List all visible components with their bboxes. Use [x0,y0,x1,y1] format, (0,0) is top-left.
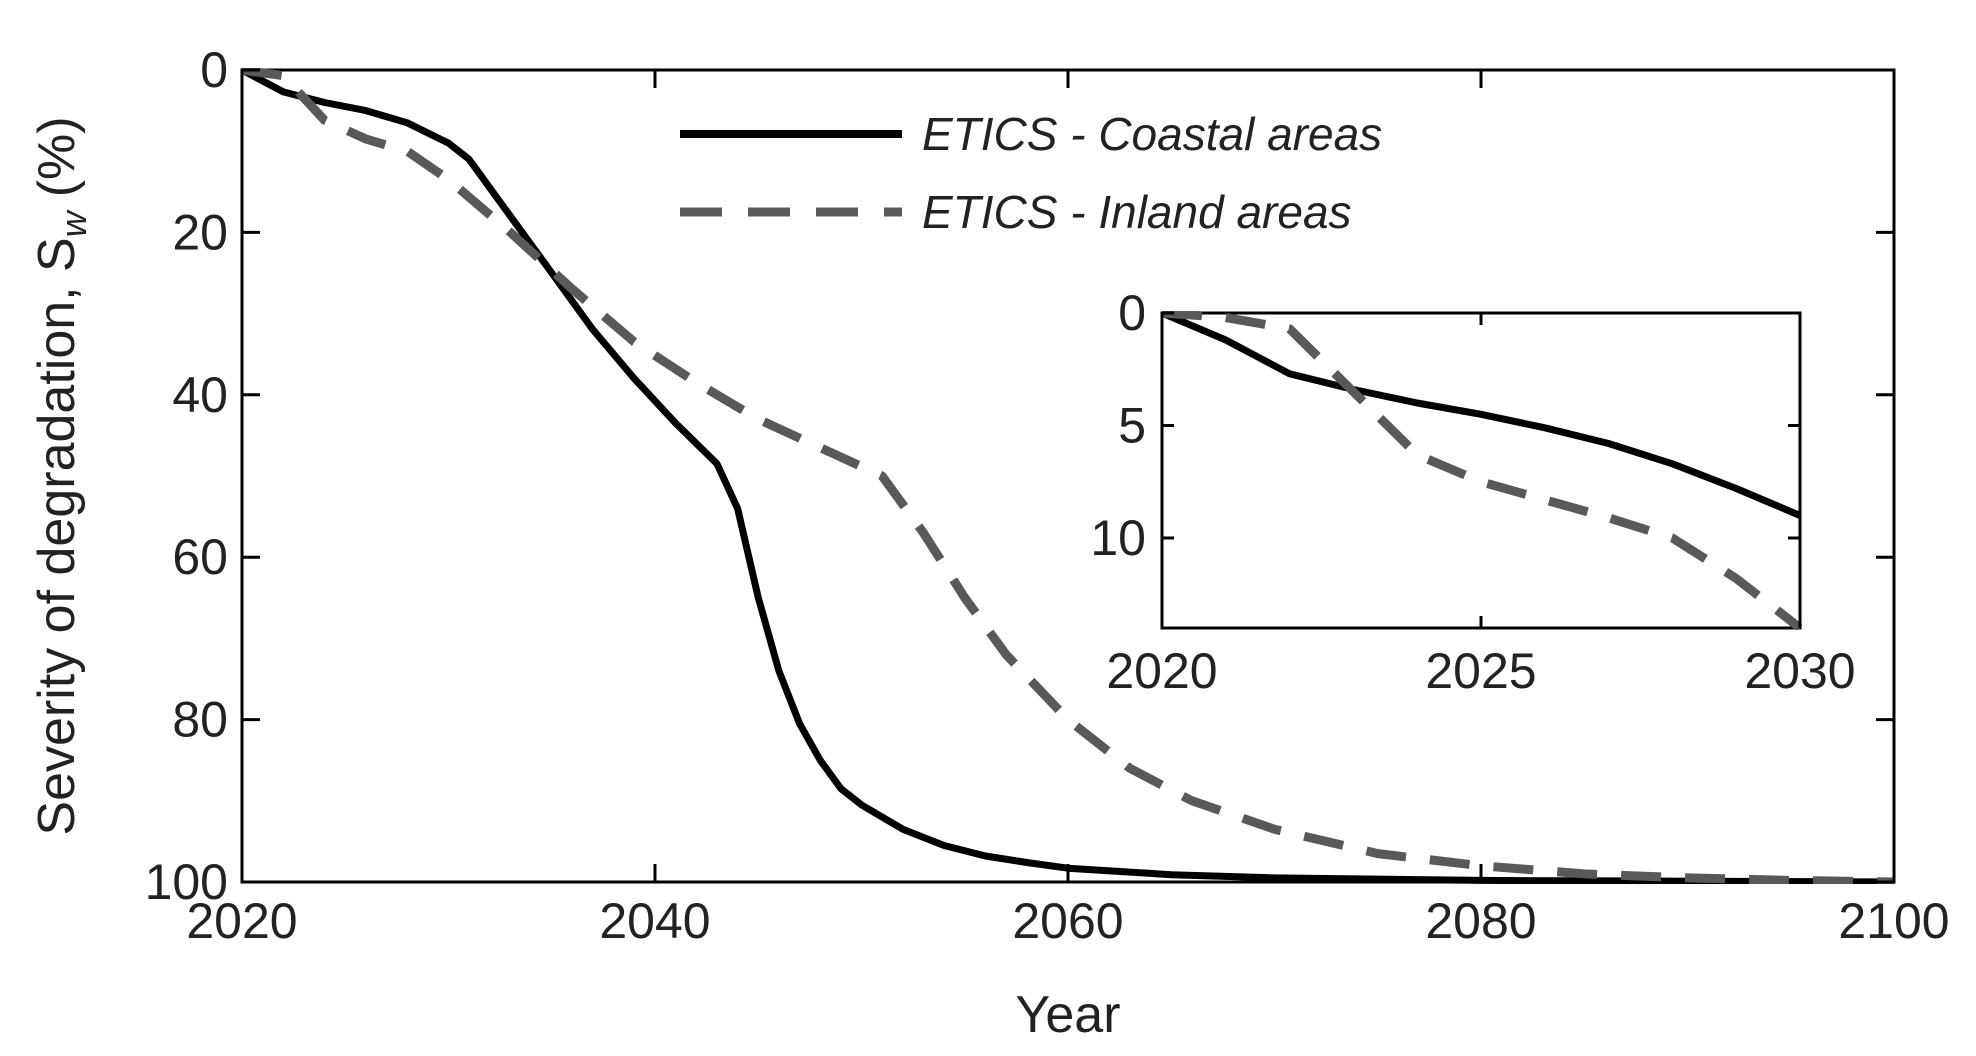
main-x-tick-label: 2060 [1012,893,1123,949]
inset-y-tick-label: 0 [1118,285,1146,341]
inset-y-tick-label: 10 [1090,510,1146,566]
y-axis-title-unit: (%) [28,116,86,197]
inset-x-tick-label: 2020 [1106,643,1217,699]
inset-y-tick-label: 5 [1118,398,1146,454]
main-y-tick-label: 100 [145,854,228,910]
main-x-tick-label: 2040 [599,893,710,949]
inset-series-lines [1160,311,1802,630]
legend-label-coastal: ETICS - Coastal areas [922,108,1382,160]
legend: ETICS - Coastal areas ETICS - Inland are… [680,108,1382,238]
main-x-tick-label: 2100 [1838,893,1949,949]
inset-plot: 2020 2025 2030 0 5 10 [1090,285,1855,699]
inset-x-tick-label: 2030 [1744,643,1855,699]
inset-series-line-inland [1161,311,1802,630]
main-x-ticks: 2020 2040 2060 2080 2100 [186,70,1950,949]
main-y-tick-label: 60 [172,529,228,585]
x-axis-title: Year [1015,986,1120,1044]
main-x-tick-label: 2020 [186,893,297,949]
inset-y-ticks: 0 5 10 [1090,285,1800,566]
main-series-line-coastal [240,68,1895,884]
main-y-tick-label: 20 [172,204,228,260]
y-axis-title: Severity of degradation, Sw (%) [28,116,94,835]
legend-label-inland: ETICS - Inland areas [922,186,1352,238]
inset-x-ticks: 2020 2025 2030 [1106,313,1856,699]
main-y-tick-label: 0 [200,42,228,98]
y-axis-title-subscript: w [53,209,94,237]
main-x-tick-label: 2080 [1425,893,1536,949]
main-series-line-inland [241,68,1895,884]
main-y-tick-label: 80 [172,692,228,748]
inset-x-tick-label: 2025 [1425,643,1536,699]
main-series-lines [240,68,1895,884]
inset-series-line-coastal [1160,311,1802,519]
main-y-tick-label: 40 [172,367,228,423]
y-axis-title-main: Severity of degradation, S [28,237,86,835]
